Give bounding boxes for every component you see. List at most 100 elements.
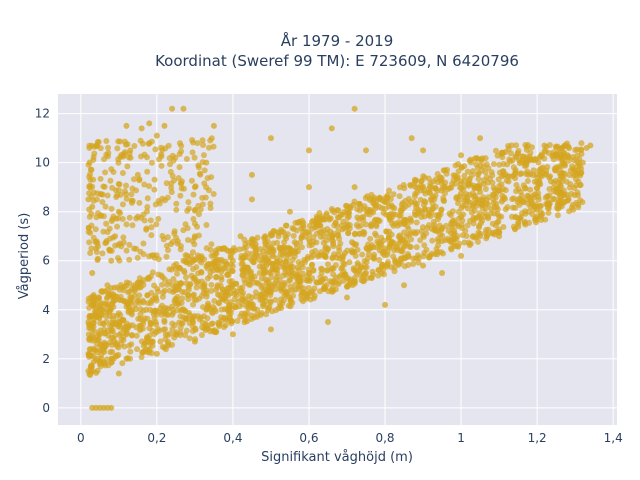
data-point <box>190 215 197 222</box>
data-point <box>108 328 115 335</box>
data-point <box>233 280 240 287</box>
data-point <box>214 282 221 289</box>
data-point <box>114 223 121 230</box>
data-point <box>184 237 191 244</box>
data-point <box>210 190 217 197</box>
data-point <box>422 190 429 197</box>
data-point <box>344 247 351 254</box>
data-point <box>125 307 132 314</box>
data-point <box>305 184 312 191</box>
data-point <box>199 137 206 144</box>
data-point <box>420 173 427 180</box>
data-point <box>170 157 177 164</box>
data-point <box>575 204 582 211</box>
data-point <box>229 257 236 264</box>
data-point <box>203 263 210 270</box>
data-point <box>490 195 497 202</box>
data-point <box>510 195 517 202</box>
data-point <box>199 194 206 201</box>
data-point <box>168 266 175 273</box>
data-point <box>444 235 451 242</box>
data-point <box>293 244 300 251</box>
data-point <box>281 292 288 299</box>
data-point <box>115 138 122 145</box>
data-point <box>134 171 141 178</box>
data-point <box>376 257 383 264</box>
data-point <box>530 167 537 174</box>
data-point <box>369 268 376 275</box>
data-point <box>305 269 312 276</box>
data-point <box>145 300 152 307</box>
data-point <box>106 225 113 232</box>
data-point <box>513 142 520 149</box>
data-point <box>390 239 397 246</box>
data-point <box>129 332 136 339</box>
data-point <box>182 315 189 322</box>
data-point <box>336 279 343 286</box>
data-point <box>229 331 236 338</box>
data-point <box>482 186 489 193</box>
data-point <box>448 246 455 253</box>
y-tick-label: 0 <box>42 401 50 415</box>
data-point <box>191 274 198 281</box>
data-point <box>180 105 187 112</box>
data-point <box>256 269 263 276</box>
data-point <box>151 254 158 261</box>
data-point <box>123 331 130 338</box>
data-point <box>214 266 221 273</box>
data-point <box>159 343 166 350</box>
data-point <box>201 180 208 187</box>
data-point <box>177 280 184 287</box>
data-point <box>254 313 261 320</box>
data-point <box>180 257 187 264</box>
data-point <box>154 285 161 292</box>
data-point <box>117 240 124 247</box>
data-point <box>91 347 98 354</box>
data-point <box>178 178 185 185</box>
data-point <box>196 170 203 177</box>
data-point <box>275 305 282 312</box>
data-point <box>100 228 107 235</box>
data-point <box>215 321 222 328</box>
data-point <box>88 362 95 369</box>
data-point <box>203 293 210 300</box>
data-point <box>459 232 466 239</box>
data-point <box>226 314 233 321</box>
data-point <box>475 175 482 182</box>
data-point <box>298 296 305 303</box>
data-point <box>227 285 234 292</box>
data-point <box>267 269 274 276</box>
data-point <box>87 249 94 256</box>
data-point <box>413 244 420 251</box>
data-point <box>385 234 392 241</box>
data-point <box>165 247 172 254</box>
data-point <box>557 146 564 153</box>
data-point <box>177 307 184 314</box>
data-point <box>489 220 496 227</box>
data-point <box>537 153 544 160</box>
data-point <box>420 262 427 269</box>
data-point <box>153 132 160 139</box>
data-point <box>397 212 404 219</box>
data-point <box>554 201 561 208</box>
data-point <box>179 295 186 302</box>
data-point <box>331 277 338 284</box>
data-point <box>324 245 331 252</box>
data-point <box>187 281 194 288</box>
data-point <box>148 138 155 145</box>
data-point <box>382 262 389 269</box>
data-point <box>564 197 571 204</box>
data-point <box>90 234 97 241</box>
data-point <box>444 166 451 173</box>
data-point <box>572 167 579 174</box>
data-point <box>564 152 571 159</box>
data-point <box>381 271 388 278</box>
data-point <box>205 325 212 332</box>
data-point <box>89 269 96 276</box>
data-point <box>537 213 544 220</box>
data-point <box>375 240 382 247</box>
data-point <box>218 306 225 313</box>
data-point <box>272 296 279 303</box>
data-point <box>413 219 420 226</box>
data-point <box>556 194 563 201</box>
